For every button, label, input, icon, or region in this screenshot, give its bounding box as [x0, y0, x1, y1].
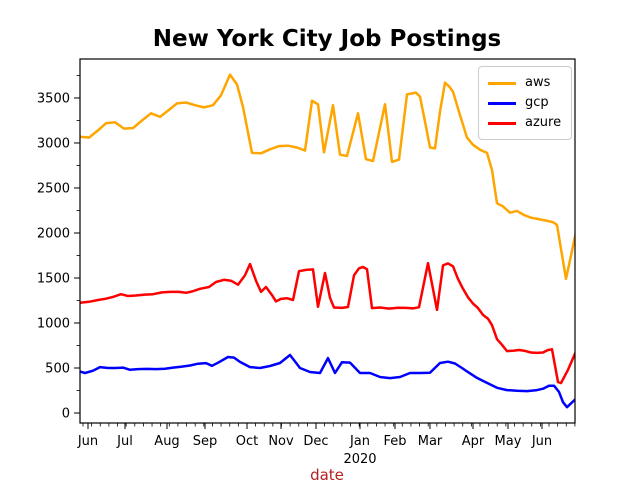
x-tick-label: Jun [531, 434, 552, 449]
x-tick-label: Jan [349, 434, 370, 449]
y-tick-label: 2500 [37, 181, 70, 196]
y-tick-label: 0 [62, 407, 70, 422]
x-tick-label: Mar [418, 434, 443, 449]
legend-swatch-gcp [488, 101, 516, 105]
y-tick-label: 3500 [37, 91, 70, 106]
legend-item-aws: aws [488, 73, 563, 93]
y-tick-label: 1500 [37, 271, 70, 286]
y-tick-label: 1000 [37, 316, 70, 331]
x-tick-label: Jun [77, 434, 98, 449]
x-axis-label: date [310, 466, 344, 480]
x-year-label: 2020 [343, 452, 376, 467]
legend-label-aws: aws [525, 75, 551, 90]
x-tick-label: Oct [236, 434, 258, 449]
legend-swatch-aws [488, 81, 516, 85]
series-line-gcp [80, 353, 575, 409]
x-tick-label: Apr [462, 434, 485, 449]
legend-swatch-azure [488, 121, 516, 125]
y-tick-label: 2000 [37, 226, 70, 241]
x-tick-label: Dec [303, 434, 328, 449]
plot-border [79, 58, 576, 424]
x-tick-label: Sep [193, 434, 218, 449]
x-tick-label: Nov [268, 434, 294, 449]
legend-item-gcp: gcp [488, 93, 563, 113]
legend-item-azure: azure [488, 113, 563, 133]
series-line-azure [80, 261, 575, 385]
series-line-aws [80, 73, 575, 281]
x-tick-label: Jul [116, 434, 133, 449]
x-tick-label: Feb [383, 434, 406, 449]
chart-title: New York City Job Postings [152, 26, 502, 52]
y-tick-label: 500 [45, 362, 70, 377]
legend-label-azure: azure [525, 115, 562, 130]
legend: aws gcp azure [478, 66, 572, 140]
x-tick-label: May [495, 434, 522, 449]
y-tick-label: 3000 [37, 136, 70, 151]
x-tick-label: Aug [154, 434, 179, 449]
legend-label-gcp: gcp [525, 95, 549, 110]
